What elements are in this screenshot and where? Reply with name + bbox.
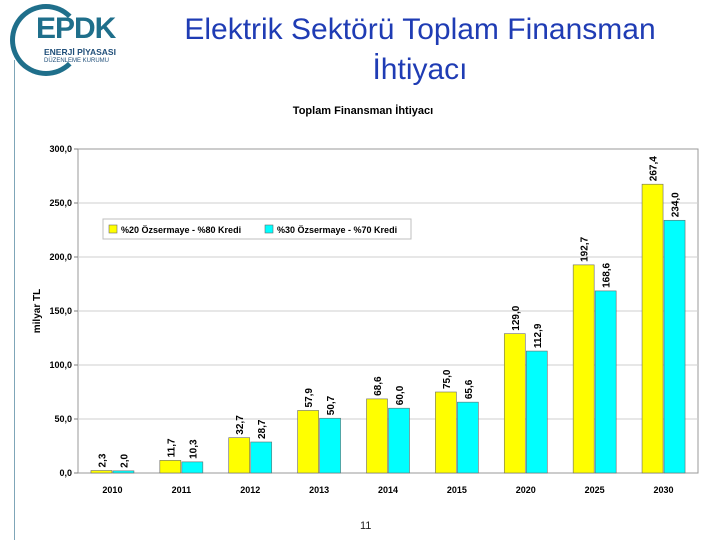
bar-series1 [641,183,664,474]
data-label: 112,9 [533,323,544,348]
data-label: 28,7 [257,419,268,439]
legend-item-series1: %20 Özsermaye - %80 Kredi [121,225,241,235]
data-label: 129,0 [511,305,522,330]
y-tick-label: 150,0 [49,306,72,316]
data-label: 168,6 [602,262,613,287]
data-label: 32,7 [235,415,246,435]
logo-ring [10,4,82,76]
y-tick-label: 300,0 [49,144,72,154]
x-tick-label: 2013 [309,485,329,495]
x-tick-label: 2025 [585,485,605,495]
slide-title-line1: Elektrik Sektörü Toplam Finansman [184,13,656,46]
logo-mark: EPDK [36,12,116,45]
x-tick-label: 2014 [378,485,398,495]
legend-swatch [108,224,118,234]
x-tick-label: 2012 [240,485,260,495]
bar-series2 [112,470,135,474]
x-tick-label: 2011 [172,485,192,495]
bar-series2 [319,417,341,474]
bar-series1 [503,333,526,474]
bar-series2 [594,290,617,474]
y-tick-label: 100,0 [49,360,72,370]
bar-series1 [159,460,182,474]
data-label: 50,7 [326,395,337,415]
logo-text-line2: DÜZENLEME KURUMU [44,58,110,64]
data-label: 68,6 [373,376,384,396]
data-label: 2,0 [119,454,130,468]
data-label: 60,0 [395,385,406,405]
bar-series2 [388,407,410,474]
data-label: 192,7 [580,236,591,261]
y-tick-label: 50,0 [54,414,72,424]
bar-series2 [525,350,548,474]
data-label: 10,3 [188,439,199,459]
y-tick-label: 0,0 [59,468,72,478]
page-number: 11 [360,520,372,532]
y-tick-label: 200,0 [49,252,72,262]
x-tick-label: 2020 [516,485,536,495]
bar-series2 [250,441,273,474]
bar-series1 [435,391,457,474]
bar-series1 [366,398,388,474]
bar-series2 [663,219,686,474]
data-label: 75,0 [442,369,453,389]
bar-series1 [572,264,595,474]
data-label: 234,0 [671,192,682,217]
data-label: 11,7 [166,438,177,457]
bar-series1 [297,410,319,474]
x-tick-label: 2030 [654,485,674,495]
legend-box [102,218,412,240]
y-tick-label: 250,0 [49,198,72,208]
bar-series2 [181,461,204,474]
logo-text-line1: ENERJİ PİYASASI [44,47,116,57]
chart-title: Toplam Finansman İhtiyacı [293,104,433,117]
x-tick-label: 2010 [102,485,122,495]
data-label: 267,4 [649,156,660,181]
data-label: 65,6 [464,379,475,399]
data-label: 57,9 [304,388,315,408]
slide-title: Elektrik Sektörü Toplam Finansman İhtiya… [130,10,710,90]
x-tick-label: 2015 [447,485,467,495]
bar-series1 [90,470,113,474]
slide-left-rule [14,60,15,540]
bar-series1 [228,437,251,474]
y-axis-label: milyar TL [32,289,43,333]
bar-series2 [457,401,479,474]
legend-swatch [264,224,274,234]
data-label: 2,3 [97,453,108,467]
epdk-logo: EPDK ENERJİ PİYASASI DÜZENLEME KURUMU [10,4,138,76]
slide-title-line2: İhtiyacı [372,53,468,86]
legend-item-series2: %30 Özsermaye - %70 Kredi [277,225,397,235]
